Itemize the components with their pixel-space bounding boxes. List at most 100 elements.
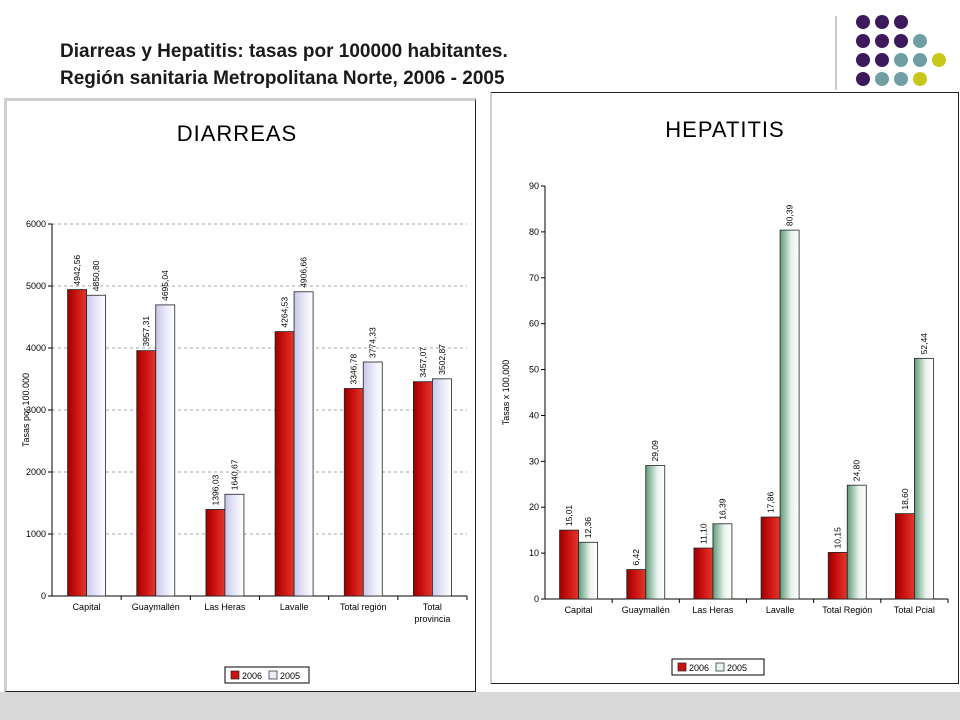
data-label: 17,86 [766,491,776,513]
legend-swatch-2006 [677,662,687,672]
data-label: 6,42 [631,549,641,566]
y-tick-label: 50 [529,365,539,375]
decoration-dot [856,34,870,48]
y-tick-label: 5000 [26,281,46,291]
bar-2005 [914,357,934,600]
bar-2006 [559,529,579,600]
legend-label-2006: 2006 [242,671,262,681]
data-label: 16,39 [717,498,727,520]
data-label: 11,10 [698,523,708,544]
x-tick-label: Total Región [822,605,872,615]
decoration-dot [894,15,908,29]
bar-2005 [645,465,666,600]
bar-2006 [67,289,87,597]
bar-2005 [578,541,598,600]
decoration-dot [932,53,946,67]
data-label: 18,60 [900,488,910,510]
chart-title: HEPATITIS [665,117,784,142]
legend-swatch-2005 [268,670,278,680]
y-axis-label: Tasas por 100.000 [21,373,31,447]
decoration-dot [913,34,927,48]
slide-title: Diarreas y Hepatitis: tasas por 100000 h… [60,38,700,92]
hepatitis-chart: HEPATITIS 0 10 20 30 40 50 60 70 80 90 Tasas x 100,… [501,117,949,676]
y-tick-label: 4000 [26,343,46,353]
data-label: 15,01 [564,505,574,527]
data-label: 4264,53 [280,297,290,328]
y-tick-label: 6000 [26,219,46,229]
bar-2006 [343,388,364,597]
decoration-dot [913,53,927,67]
bar-2006 [413,381,433,597]
data-label: 4695,04 [160,270,170,301]
bar-2006 [827,552,848,600]
legend-box [224,666,310,684]
y-tick-label: 20 [529,502,539,512]
x-tick-label: Total región [340,602,387,612]
y-tick-label: 80 [529,227,539,237]
y-tick-label: 3000 [26,405,46,415]
data-label: 52,44 [919,333,929,355]
x-tick-label: Guaymallén [132,602,180,612]
data-label: 12,36 [583,517,593,539]
decoration-dot [856,53,870,67]
bar-2006 [693,547,714,600]
y-tick-label: 0 [41,591,46,601]
bar-2005 [293,291,314,597]
bar-2006 [626,569,647,600]
y-axis-label: Tasas x 100,000 [501,360,511,426]
bar-2005 [155,304,176,597]
x-tick-label: Guaymallén [622,605,670,615]
y-tick-label: 2000 [26,467,46,477]
decoration-dot [875,53,889,67]
decoration-dot [856,72,870,86]
y-tick-label: 0 [534,594,539,604]
diarreas-chart-panel: DIARREAS 0 1000 2000 3000 4000 5000 6000 Tasas p… [4,98,476,692]
y-tick-label: 90 [529,181,539,191]
x-tick-label: Total Pcial [894,605,935,615]
bar-2005 [779,229,800,600]
data-label: 1396,03 [210,474,220,505]
legend-swatch-2005 [715,662,725,672]
bar-2006 [760,516,781,600]
legend-swatch-2006 [230,670,240,680]
dot-grid-decoration [835,15,946,90]
x-tick-label: Lavalle [766,605,795,615]
bar-2006 [205,509,226,597]
bar-2005 [712,523,733,600]
data-label: 4906,66 [299,257,309,288]
x-tick-label: Lavalle [280,602,309,612]
bar-2005 [432,378,452,597]
y-tick-label: 70 [529,273,539,283]
bar-2005 [846,484,867,600]
slide-title-line1: Diarreas y Hepatitis: tasas por 100000 h… [60,41,508,62]
data-label: 80,39 [785,205,795,227]
data-label: 29,09 [650,440,660,462]
footer-band [0,692,960,720]
bar-2006 [895,513,915,600]
decoration-dot [894,72,908,86]
legend-label-2005: 2005 [727,663,747,673]
data-label: 3502,87 [437,344,447,375]
data-label: 24,80 [852,460,862,482]
slide-title-line2: Región sanitaria Metropolitana Norte, 20… [60,68,505,89]
data-label: 4942,56 [72,255,82,286]
bar-2006 [136,350,157,597]
bar-2006 [274,331,295,597]
bar-2005 [362,361,383,597]
data-label: 1640,67 [229,459,239,490]
bar-2005 [86,294,106,597]
data-label: 3774,33 [368,327,378,358]
data-label: 4850,80 [91,260,101,291]
y-tick-label: 40 [529,410,539,420]
x-tick-label: Total [423,602,442,612]
x-tick-label: Capital [73,602,101,612]
decoration-dot [875,72,889,86]
bar-2005 [224,493,245,597]
diarreas-chart: DIARREAS 0 1000 2000 3000 4000 5000 6000 Tasas p… [21,121,468,684]
x-tick-label: Las Heras [692,605,734,615]
decoration-dot [894,34,908,48]
decoration-dot [856,15,870,29]
y-tick-label: 10 [529,548,539,558]
data-label: 10,15 [833,527,843,549]
data-label: 3346,78 [349,354,359,385]
